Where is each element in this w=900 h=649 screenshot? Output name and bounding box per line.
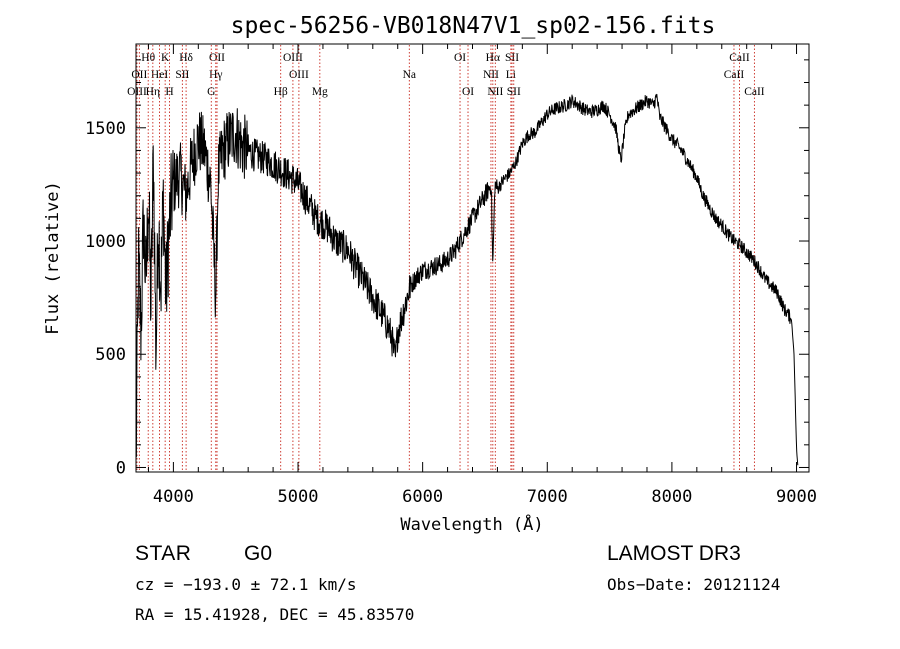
spectral-line-label: Hβ xyxy=(274,86,288,98)
x-tick-label: 6000 xyxy=(402,487,443,507)
x-axis-label: Wavelength (Å) xyxy=(400,513,543,535)
observation-date: Obs−Date: 20121124 xyxy=(607,575,780,594)
x-tick-label: 8000 xyxy=(651,487,692,507)
spectral-line-label: NII xyxy=(483,69,499,81)
y-tick-label: 0 xyxy=(116,458,126,478)
y-tick-label: 1000 xyxy=(85,232,126,252)
y-tick-label: 1500 xyxy=(85,119,126,139)
spectral-line-label: SII xyxy=(175,69,189,81)
spectral-line-label: Li xyxy=(506,69,516,81)
spectral-line-label: H xyxy=(165,86,173,98)
y-tick-label: 500 xyxy=(95,345,126,365)
spectral-line-label: OI xyxy=(462,86,474,98)
spectral-line-label: OI xyxy=(454,52,466,64)
spectral-line-label: Mg xyxy=(312,86,328,98)
spectral-line-label: OIII xyxy=(127,86,147,98)
y-axis-label: Flux (relative) xyxy=(43,181,63,335)
object-class: STAR xyxy=(135,542,191,565)
survey-name: LAMOST DR3 xyxy=(607,542,741,565)
spectral-line-label: OIII xyxy=(289,69,309,81)
chart-title: spec-56256-VB018N47V1_sp02-156.fits xyxy=(231,13,716,39)
x-tick-label: 7000 xyxy=(527,487,568,507)
spectral-line-label: Hθ xyxy=(141,52,155,64)
axis-ticks: 4000 5000 6000 7000 8000 9000 0 500 1000 1500 xyxy=(85,44,817,507)
object-subclass: G0 xyxy=(244,542,272,565)
coordinates: RA = 15.41928, DEC = 45.83570 xyxy=(135,605,414,624)
redshift-value: cz = −193.0 ± 72.1 km/s xyxy=(135,575,357,594)
spectral-line-label: Hα xyxy=(486,52,500,64)
spectral-line-label: HeI xyxy=(151,69,168,81)
spectral-line-label: Hη xyxy=(146,86,160,98)
spectral-line-label: Na xyxy=(403,69,416,81)
x-tick-label: 5000 xyxy=(278,487,319,507)
spectrum-line xyxy=(135,93,799,466)
plot-frame xyxy=(135,43,810,473)
spectral-line-label: SII xyxy=(507,86,521,98)
spectral-line-markers: Hθ K Hδ OII OIII OI Hα SII CaII OII HeI SII Hγ OIII Na… xyxy=(127,45,765,471)
spectral-line-label: Hγ xyxy=(209,69,222,81)
spectral-line-label: CaII xyxy=(724,69,745,81)
spectral-line-label: SII xyxy=(505,52,519,64)
spectral-line-label: CaII xyxy=(729,52,750,64)
spectral-line-label: NII xyxy=(487,86,503,98)
spectral-line-label: Hδ xyxy=(179,52,193,64)
x-tick-label: 9000 xyxy=(776,487,817,507)
spectral-line-label: OII xyxy=(209,52,225,64)
spectral-line-label: CaII xyxy=(744,86,765,98)
spectral-line-label: OIII xyxy=(283,52,303,64)
spectral-line-label: K xyxy=(161,52,170,64)
spectral-line-label: OII xyxy=(131,69,147,81)
x-tick-label: 4000 xyxy=(153,487,194,507)
spectral-line-label: G xyxy=(207,86,215,98)
